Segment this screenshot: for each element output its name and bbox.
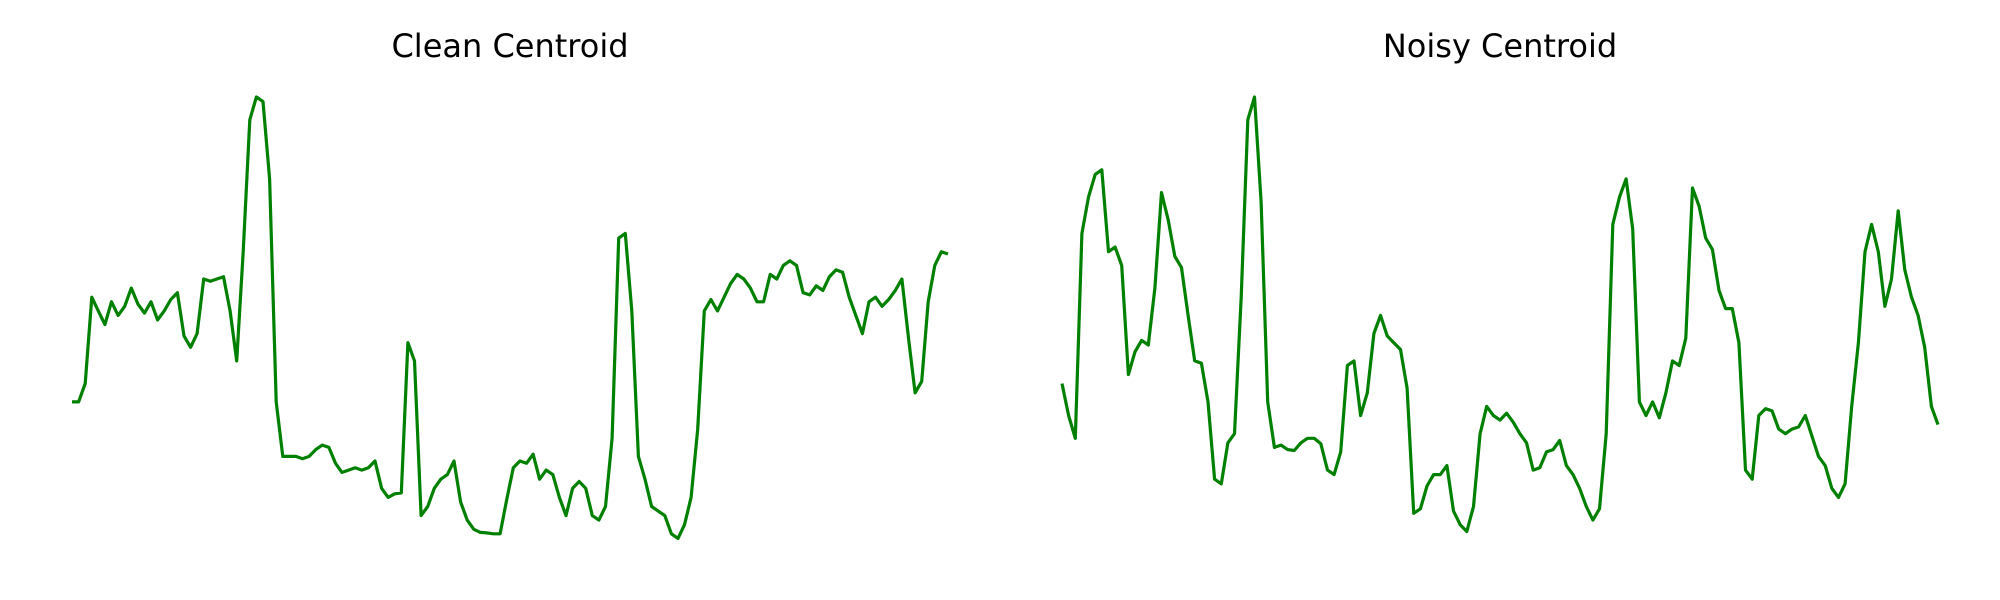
- noisy-centroid-line: [1060, 95, 1940, 534]
- clean-centroid-title: Clean Centroid: [391, 27, 628, 65]
- noisy-centroid-panel: Noisy Centroid: [1060, 27, 1940, 534]
- clean-centroid-series: [72, 95, 949, 541]
- clean-centroid-line: [72, 95, 949, 541]
- noisy-centroid-title: Noisy Centroid: [1383, 27, 1617, 65]
- noisy-centroid-series: [1060, 95, 1940, 534]
- clean-centroid-panel: Clean Centroid: [72, 27, 949, 541]
